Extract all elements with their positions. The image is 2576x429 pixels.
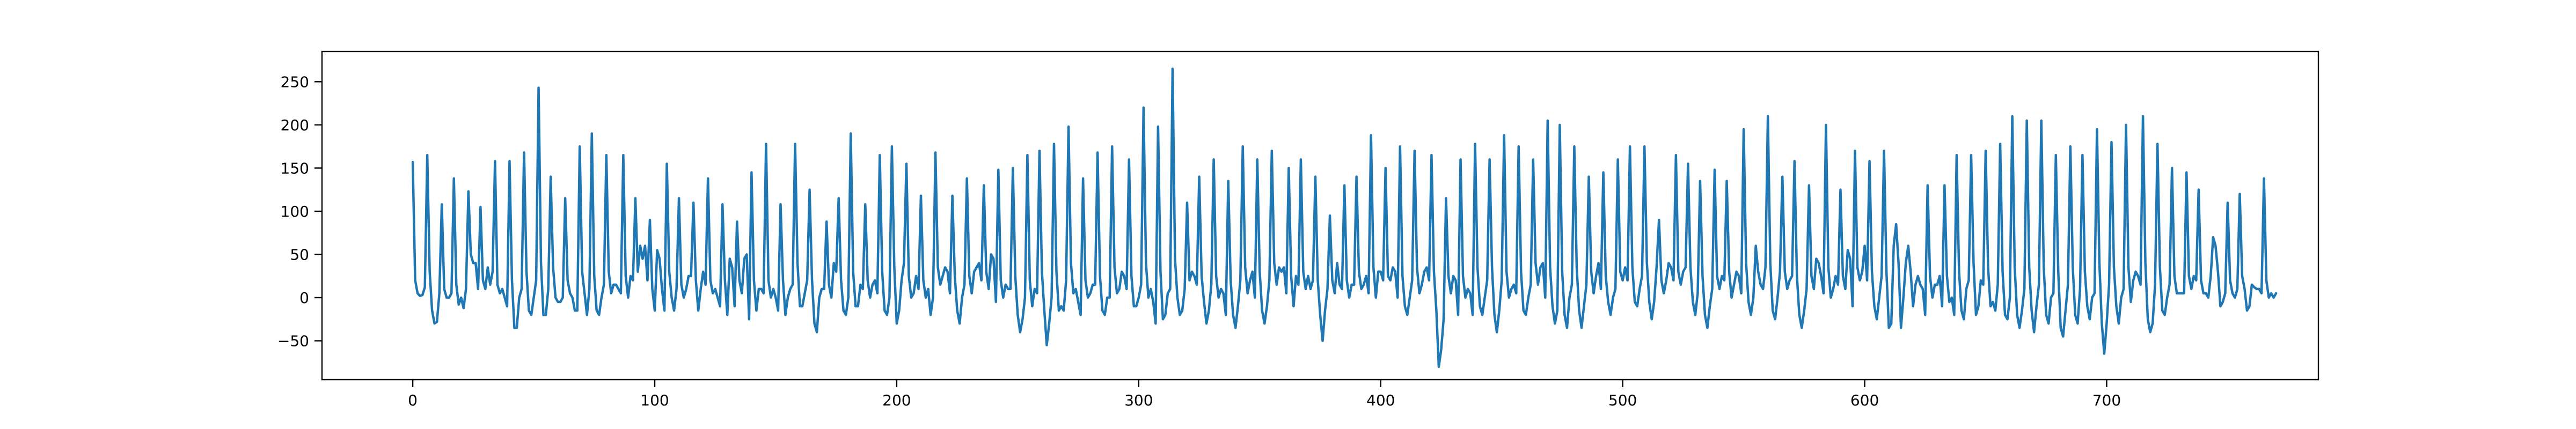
plot-area: 0 100 200 300 400 500 600 700 −50 0 50 100 150 200 250 xyxy=(277,50,2319,409)
axes-frame xyxy=(321,50,2319,381)
x-tick-label: 500 xyxy=(1608,391,1637,409)
x-tick-label: 600 xyxy=(1850,391,1879,409)
y-tick-label: 200 xyxy=(281,116,309,134)
y-tick-label: 150 xyxy=(281,159,309,177)
x-tick-label: 700 xyxy=(2092,391,2121,409)
y-tick-label: 0 xyxy=(299,289,309,307)
x-tick-label: 100 xyxy=(640,391,669,409)
x-tick-label: 200 xyxy=(882,391,911,409)
x-tick-label: 400 xyxy=(1366,391,1395,409)
x-tick-label: 0 xyxy=(408,391,418,409)
y-tick-label: 50 xyxy=(290,246,309,263)
y-tick-label: −50 xyxy=(277,332,309,350)
y-tick-label: 250 xyxy=(281,73,309,91)
y-tick-label: 100 xyxy=(281,203,309,220)
x-tick-label: 300 xyxy=(1124,391,1153,409)
series-line-0 xyxy=(411,67,2278,368)
